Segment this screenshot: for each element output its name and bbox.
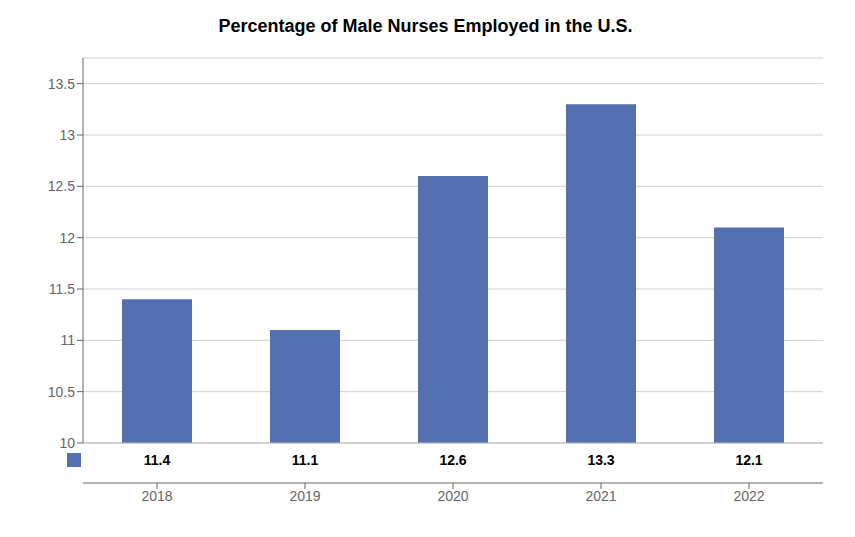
svg-text:10.5: 10.5 bbox=[48, 384, 75, 400]
svg-text:10: 10 bbox=[59, 435, 75, 451]
svg-text:13.3: 13.3 bbox=[587, 452, 614, 468]
html-text:Percentage of Male Nurses Empl: Percentage of Male Nurses Employed in th… bbox=[218, 16, 633, 36]
svg-text:11.5: 11.5 bbox=[49, 281, 75, 297]
svg-text:12.1: 12.1 bbox=[735, 452, 762, 468]
svg-text:2020: 2020 bbox=[437, 488, 468, 504]
svg-text:11.1: 11.1 bbox=[292, 452, 319, 468]
svg-text:11: 11 bbox=[60, 332, 75, 348]
svg-text:13.5: 13.5 bbox=[48, 76, 75, 92]
svg-text:2021: 2021 bbox=[585, 488, 616, 504]
svg-text:11.4: 11.4 bbox=[144, 452, 171, 468]
svg-text:12.5: 12.5 bbox=[48, 178, 75, 194]
svg-text:2022: 2022 bbox=[733, 488, 764, 504]
svg-text:12: 12 bbox=[59, 230, 75, 246]
svg-text:12.6: 12.6 bbox=[439, 452, 466, 468]
svg-text:2019: 2019 bbox=[289, 488, 320, 504]
svg-text:2018: 2018 bbox=[141, 488, 172, 504]
svg-text:13: 13 bbox=[59, 127, 75, 143]
